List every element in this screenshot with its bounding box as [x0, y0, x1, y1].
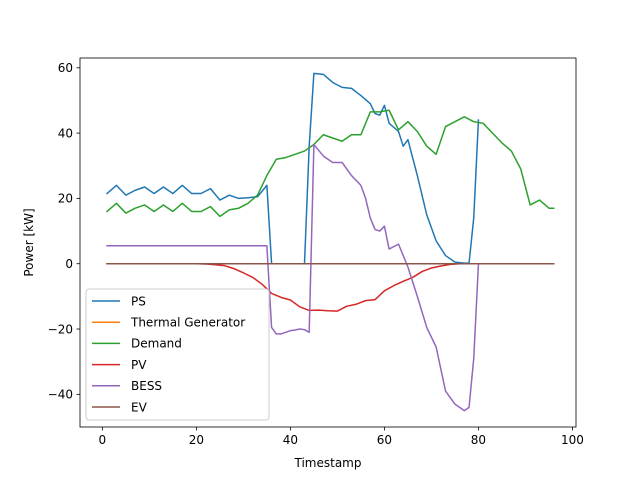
y-ticks: −40 −20 0 20 40 60 — [48, 61, 80, 402]
legend: PS Thermal Generator Demand PV BESS EV — [85, 288, 270, 421]
legend-label-ps: PS — [131, 294, 146, 308]
series-layer — [105, 72, 555, 412]
y-tick-label: 0 — [65, 257, 73, 271]
legend-label-bess: BESS — [131, 379, 162, 393]
series-line-bess — [106, 143, 480, 412]
y-tick-label: −40 — [48, 388, 73, 402]
series-line-pv — [106, 262, 555, 312]
series-line-ps — [105, 72, 480, 265]
x-ticks: 0 20 40 60 80 100 — [99, 427, 584, 447]
x-tick-label: 0 — [99, 433, 107, 447]
legend-box — [85, 288, 270, 421]
x-tick-label: 60 — [377, 433, 392, 447]
y-tick-label: 40 — [58, 126, 73, 140]
x-tick-label: 40 — [283, 433, 298, 447]
x-tick-label: 20 — [189, 433, 204, 447]
x-tick-label: 80 — [471, 433, 486, 447]
y-tick-label: −20 — [48, 322, 73, 336]
x-axis-label: Timestamp — [294, 456, 362, 470]
axes-frame — [79, 57, 577, 428]
x-tick-label: 100 — [561, 433, 584, 447]
legend-label-ev: EV — [131, 400, 148, 414]
legend-label-thermal-generator: Thermal Generator — [130, 316, 245, 330]
legend-label-pv: PV — [131, 358, 147, 372]
series-line-demand — [105, 109, 555, 218]
legend-label-demand: Demand — [131, 337, 182, 351]
y-tick-label: 60 — [58, 61, 73, 75]
y-tick-label: 20 — [58, 192, 73, 206]
y-axis-label: Power [kW] — [22, 208, 36, 276]
